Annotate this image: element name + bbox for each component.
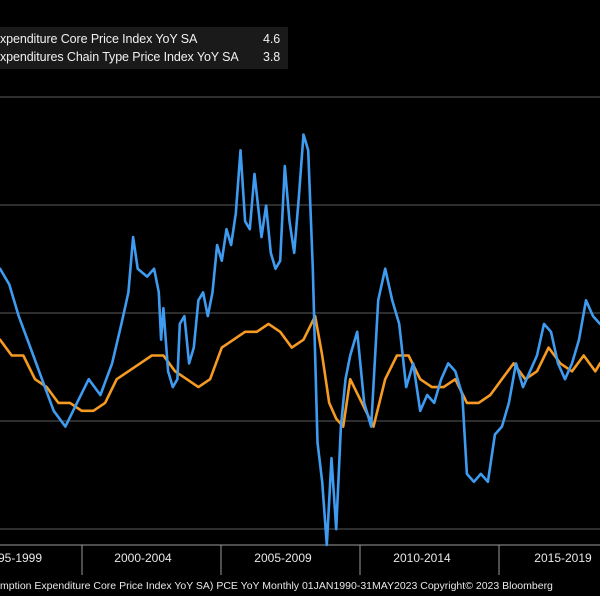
x-tick-label: 2015-2019	[534, 551, 592, 565]
legend: xpenditure Core Price Index YoY SA 4.6 x…	[0, 27, 288, 69]
plot-area	[0, 133, 600, 547]
x-tick-label: 2000-2004	[114, 551, 172, 565]
series-line-headline	[0, 314, 600, 428]
legend-value: 4.6	[263, 32, 281, 46]
x-tick-label: 95-1999	[0, 551, 42, 565]
chart-footer: mption Expenditure Core Price Index YoY …	[0, 580, 553, 592]
x-tick-label: 2005-2009	[254, 551, 312, 565]
legend-value: 3.8	[263, 50, 281, 64]
series-line-core	[0, 133, 600, 547]
legend-label: xpenditure Core Price Index YoY SA	[0, 32, 198, 46]
x-axis: 95-1999 2000-2004 2005-2009 2010-2014 2015-2…	[0, 544, 600, 575]
legend-label: xpenditures Chain Type Price Index YoY S…	[0, 50, 239, 64]
x-tick-label: 2010-2014	[393, 551, 451, 565]
grid-lines	[0, 96, 600, 530]
